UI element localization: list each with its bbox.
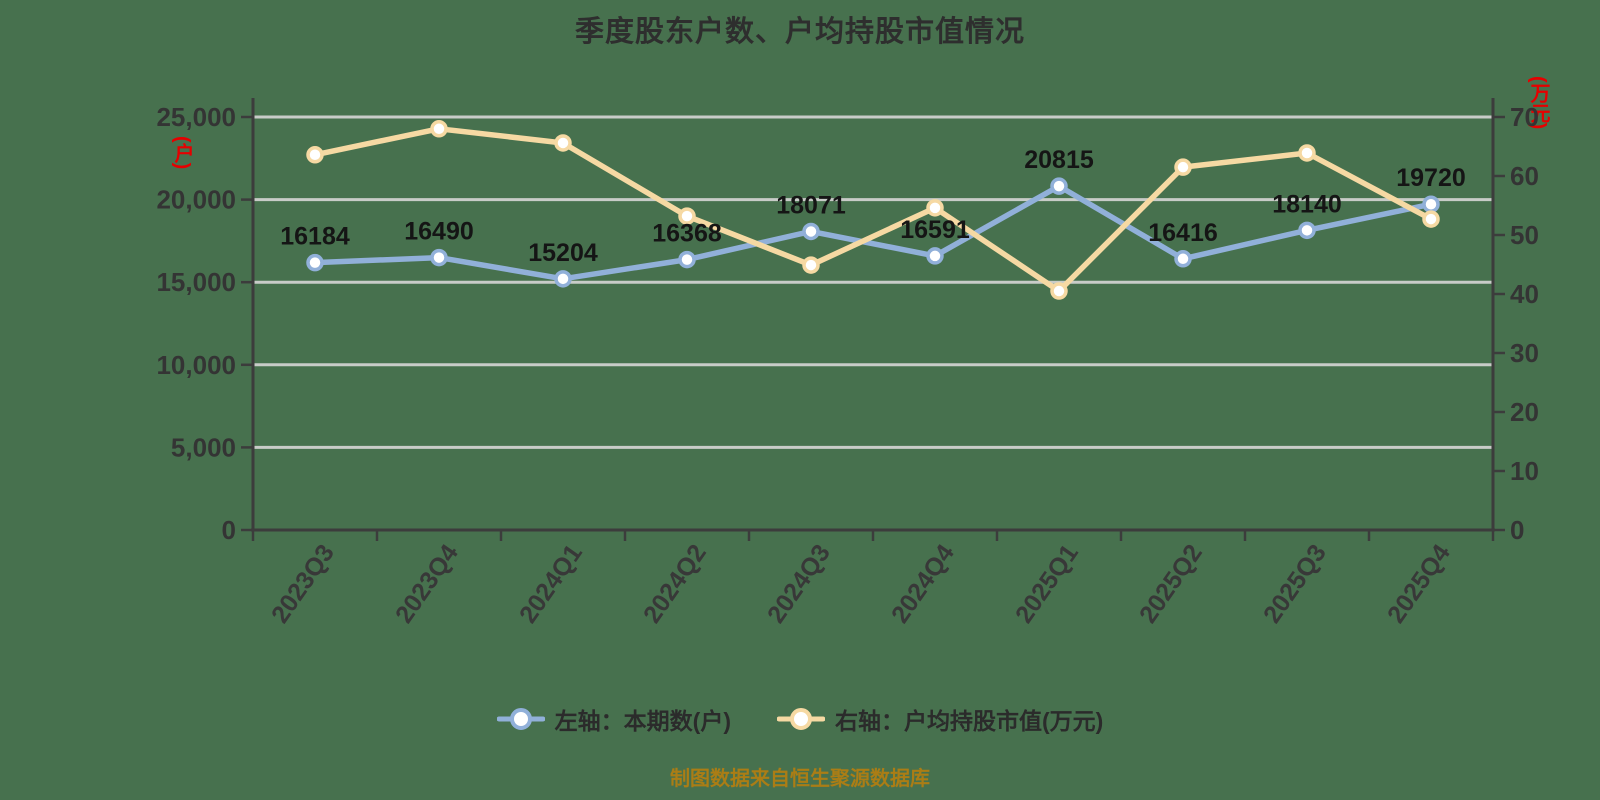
- right-axis-unit-label: (万元): [1527, 76, 1549, 130]
- right-axis-tick-label: 60: [1510, 161, 1539, 191]
- legend: 左轴：本期数(户) 右轴：户均持股市值(万元): [0, 702, 1600, 736]
- data-point: [430, 248, 448, 267]
- series-line-avg-holding-value: [312, 126, 1434, 294]
- data-label: 16368: [652, 220, 722, 248]
- data-point: [1050, 177, 1068, 195]
- right-axis-tick-label: 0: [1510, 515, 1524, 545]
- data-label: 15204: [528, 239, 598, 267]
- x-axis-label: 2025Q1: [1010, 539, 1084, 628]
- data-point: [926, 199, 944, 217]
- data-point: [430, 120, 448, 138]
- left-axis-tick-label: 10,000: [156, 350, 236, 380]
- data-point: [1298, 221, 1316, 240]
- x-axis-label: 2025Q4: [1382, 539, 1456, 628]
- legend-item-avg-holding-value: 右轴：户均持股市值(万元): [777, 702, 1103, 736]
- x-axis-label: 2023Q4: [390, 539, 464, 628]
- x-axis-label: 2024Q1: [514, 539, 588, 628]
- right-axis-tick-label: 30: [1510, 338, 1539, 368]
- data-label: 16416: [1148, 219, 1218, 247]
- x-axis-label: 2025Q2: [1134, 539, 1208, 628]
- data-point: [678, 207, 696, 225]
- legend-item-shareholder-count: 左轴：本期数(户): [496, 702, 731, 736]
- data-point: [306, 253, 324, 272]
- data-label: 16184: [280, 223, 350, 251]
- data-label: 16591: [900, 216, 970, 244]
- x-axis-label: 2024Q2: [638, 539, 712, 628]
- right-axis-tick-label: 50: [1510, 220, 1539, 250]
- left-axis-tick-label: 0: [222, 515, 236, 545]
- left-axis-tick-label: 20,000: [156, 185, 236, 215]
- right-axis-tick-label: 40: [1510, 279, 1539, 309]
- data-point: [926, 247, 944, 265]
- data-point: [554, 134, 572, 152]
- data-point: [1174, 158, 1192, 176]
- legend-marker-blue-icon: [496, 708, 545, 730]
- x-axis-label: 2023Q3: [266, 539, 340, 628]
- chart-title: 季度股东户数、户均持股市值情况: [574, 16, 1025, 48]
- data-point: [1422, 195, 1440, 213]
- data-point: [802, 222, 820, 241]
- data-point: [1174, 250, 1192, 268]
- left-axis-tick-label: 5,000: [171, 432, 236, 462]
- data-point: [1422, 210, 1440, 228]
- right-axis-tick-label: 10: [1510, 456, 1539, 486]
- data-label: 18071: [776, 191, 846, 219]
- x-axis-label: 2024Q3: [762, 539, 836, 628]
- data-point: [802, 256, 820, 274]
- data-label: 19720: [1396, 164, 1466, 192]
- data-point: [306, 146, 324, 164]
- left-axis-tick-label: 15,000: [156, 267, 236, 297]
- legend-label-right-axis: 右轴：户均持股市值(万元): [835, 708, 1104, 734]
- data-label: 18140: [1272, 190, 1342, 218]
- data-point: [1298, 144, 1316, 162]
- series-line-shareholder-count: [312, 183, 1434, 282]
- legend-marker-yellow-icon: [777, 708, 825, 730]
- data-source-caption: 制图数据来自恒生聚源数据库: [670, 768, 930, 790]
- data-label: 16490: [404, 218, 474, 246]
- x-axis-label: 2024Q4: [886, 539, 960, 628]
- legend-label-left-axis: 左轴：本期数(户): [554, 708, 731, 734]
- left-axis-tick-label: 25,000: [156, 102, 236, 132]
- data-point: [1050, 282, 1068, 300]
- left-axis-unit-label: (户): [171, 136, 193, 170]
- data-point: [678, 250, 696, 269]
- data-label: 20815: [1024, 146, 1094, 174]
- data-point: [554, 270, 572, 288]
- x-axis-label: 2025Q3: [1258, 539, 1332, 628]
- right-axis-tick-label: 70: [1510, 102, 1539, 132]
- right-axis-tick-label: 20: [1510, 397, 1539, 427]
